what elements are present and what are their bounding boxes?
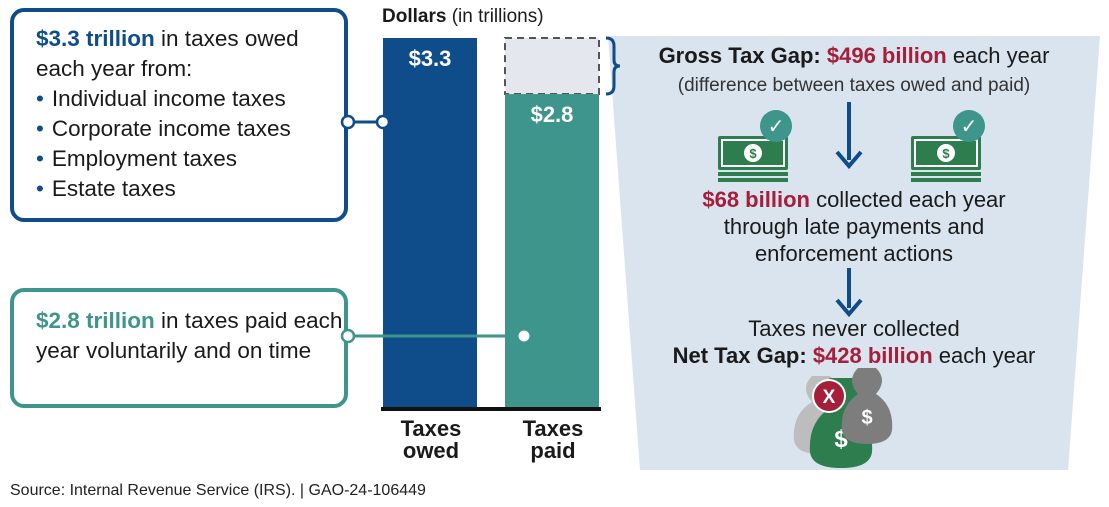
gross-tax-gap-heading: Gross Tax Gap: $496 billion each year [608,42,1100,69]
paid-connector-start-dot [340,328,356,344]
arrow-down-icon [835,102,863,170]
category-label-paid-line2: paid [530,438,576,463]
bar-value-label-paid: $2.8 [531,102,574,127]
axis-title: Dollars (in trillions) [382,6,544,28]
collected-text-line3: enforcement actions [754,241,954,266]
tax-type-item: Estate taxes [36,174,344,204]
check-symbol: ✓ [768,114,785,138]
gap-panel-icons: $ ✓ $ ✓ $ $ X [718,102,985,468]
category-label-owed: Taxes owed [381,418,481,462]
category-label-owed-line1: Taxes [400,416,462,441]
money-symbol: $ [749,146,757,161]
taxes-paid-callout: $2.8 trillion in taxes paid each year vo… [10,288,348,408]
x-symbol: X [823,387,836,408]
category-label-paid: Taxes paid [503,418,603,462]
taxes-paid-amount: $2.8 trillion [36,308,155,333]
tax-type-item: Employment taxes [36,144,344,174]
taxes-owed-amount: $3.3 trillion [36,26,155,51]
gross-tax-gap-suffix: each year [946,43,1050,68]
gross-tax-gap-label: Gross Tax Gap: [658,43,827,68]
category-label-owed-line2: owed [402,438,460,463]
taxes-paid-description: in taxes paid each year voluntarily and … [36,308,343,363]
axis-title-main: Dollars [382,6,447,27]
bar-paid [505,94,599,408]
check-symbol: ✓ [961,114,978,138]
owed-connector-start-dot [340,114,356,130]
tax-type-item: Corporate income taxes [36,114,344,144]
taxes-owed-callout: $3.3 trillion in taxes owed each year fr… [10,8,348,222]
tax-gap-dashed-segment [504,37,600,96]
gap-brace [605,36,621,96]
net-tax-gap-heading: Net Tax Gap: $428 billion each year [608,342,1100,369]
money-bags-uncollected-icon: $ $ X [793,368,893,468]
never-collected-text: Taxes never collected [748,316,960,341]
net-tax-gap-amount: $428 billion [812,343,933,368]
category-label-paid-line1: Taxes [522,416,584,441]
taxes-owed-description: in taxes owed each year from: [36,26,299,81]
taxes-owed-callout-text: $3.3 trillion in taxes owed each year fr… [36,24,344,84]
bar-owed [383,38,477,408]
paid-connector-end-dot [518,330,530,342]
collected-text-line1: collected each year [809,187,1006,212]
tax-type-item: Individual income taxes [36,84,344,114]
gross-tax-gap-note: (difference between taxes owed and paid) [677,75,1031,96]
bar-value-label-owed: $3.3 [409,46,452,71]
money-check-icon: $ ✓ [718,110,792,182]
money-check-icon: $ ✓ [911,110,985,182]
net-tax-gap-label: Net Tax Gap: [672,343,813,368]
collected-statement: $68 billion collected each year through … [608,186,1100,267]
money-symbol: $ [942,146,950,161]
source-note: Source: Internal Revenue Service (IRS). … [10,482,426,499]
arrow-down-icon [835,268,863,318]
collected-amount: $68 billion [702,187,810,212]
collected-text-line2: through late payments and [723,214,985,239]
money-symbol: $ [861,407,872,429]
axis-title-unit: (in trillions) [451,6,544,27]
gross-tax-gap-amount: $496 billion [826,43,947,68]
tax-types-list: Individual income taxes Corporate income… [36,84,344,204]
owed-connector-end-dot [375,114,391,130]
net-tax-gap-suffix: each year [932,343,1036,368]
